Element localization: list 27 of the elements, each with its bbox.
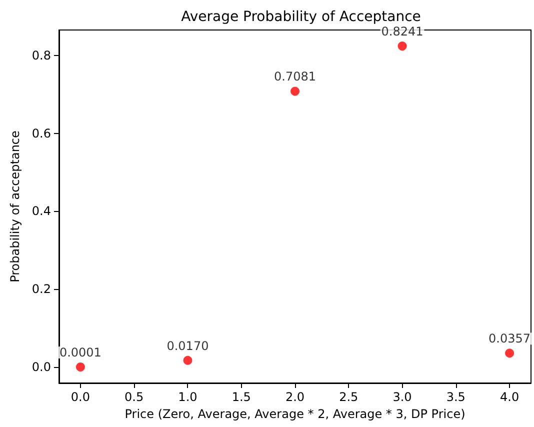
x-tick-label: 2.0 bbox=[285, 390, 305, 404]
y-tick-label: 0.6 bbox=[32, 126, 51, 140]
y-axis-title: Probability of acceptance bbox=[8, 130, 22, 282]
data-label: 0.0357 bbox=[488, 332, 531, 346]
chart-title: Average Probability of Acceptance bbox=[181, 9, 421, 25]
y-tick-label: 0.4 bbox=[32, 204, 51, 218]
point bbox=[290, 86, 300, 96]
x-tick-label: 2.5 bbox=[339, 390, 358, 404]
data-label: 0.0001 bbox=[59, 345, 102, 360]
y-tick-label: 0.8 bbox=[32, 48, 51, 62]
point bbox=[398, 42, 407, 51]
x-tick-label: 0.5 bbox=[124, 390, 144, 404]
data-label: 0.0170 bbox=[166, 338, 209, 353]
point bbox=[505, 348, 514, 358]
data-label: 0.8241 bbox=[381, 24, 424, 39]
y-tick-label: 0.0 bbox=[32, 360, 51, 374]
x-tick-label: 3.0 bbox=[392, 390, 412, 404]
x-tick-label: 1.0 bbox=[178, 390, 198, 404]
point bbox=[76, 362, 85, 372]
x-tick-label: 0.0 bbox=[70, 390, 90, 404]
x-tick-label: 4.0 bbox=[500, 390, 520, 404]
x-tick-label: 3.5 bbox=[446, 390, 466, 404]
y-tick-label: 0.2 bbox=[32, 282, 51, 296]
x-axis-title: Price (Zero, Average, Average * 2, Average * 3, DP Price) bbox=[124, 406, 466, 421]
data-label: 0.7081 bbox=[274, 70, 316, 84]
point bbox=[183, 356, 192, 365]
x-tick-label: 1.5 bbox=[232, 390, 251, 404]
